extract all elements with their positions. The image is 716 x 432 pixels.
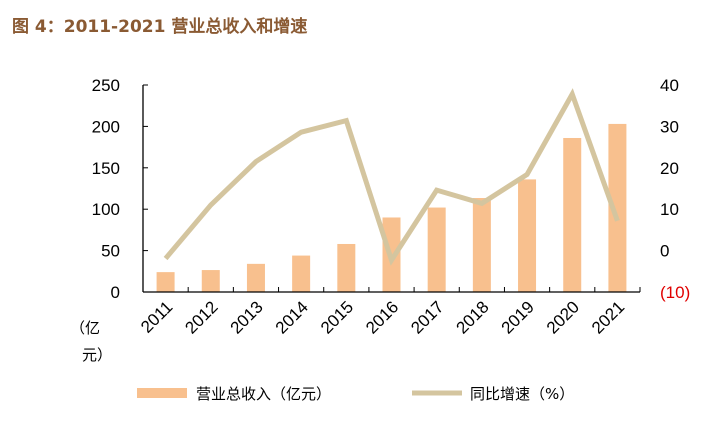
left-y-tick-label: 150 bbox=[92, 159, 120, 178]
right-y-tick-label: 0 bbox=[660, 242, 669, 261]
bar-2014 bbox=[292, 255, 311, 292]
legend-bar-swatch bbox=[137, 388, 187, 398]
legend-line-label: 同比增速（%） bbox=[470, 385, 574, 403]
legend-bar-label: 营业总收入（亿元） bbox=[196, 385, 331, 403]
bar-2021 bbox=[608, 123, 627, 292]
left-axis-unit-label: 元） bbox=[82, 346, 112, 364]
x-tick-label: 2012 bbox=[181, 297, 221, 337]
left-y-tick-label: 100 bbox=[92, 200, 120, 219]
x-tick-label: 2020 bbox=[543, 297, 583, 337]
left-y-tick-label: 250 bbox=[92, 76, 120, 95]
left-axis-unit-label: （亿 bbox=[70, 319, 100, 337]
bar-2018 bbox=[472, 198, 491, 292]
right-y-tick-label: 20 bbox=[660, 159, 679, 178]
right-y-tick-label: 40 bbox=[660, 76, 679, 95]
chart-title: 图 4：2011-2021 营业总收入和增速 bbox=[12, 17, 308, 37]
x-tick-label: 2014 bbox=[272, 297, 312, 337]
x-tick-label: 2011 bbox=[137, 297, 176, 336]
bar-2019 bbox=[518, 179, 537, 292]
right-y-tick-label: 10 bbox=[660, 200, 679, 219]
left-y-tick-label: 50 bbox=[101, 242, 120, 261]
x-tick-label: 2019 bbox=[498, 297, 538, 337]
bar-2015 bbox=[337, 243, 356, 292]
bar-2013 bbox=[246, 263, 265, 292]
x-tick-label: 2017 bbox=[407, 297, 447, 337]
bar-2011 bbox=[156, 272, 175, 292]
right-y-tick-label: 30 bbox=[660, 117, 679, 136]
bar-2017 bbox=[427, 207, 446, 292]
left-y-tick-label: 200 bbox=[92, 117, 120, 136]
x-tick-label: 2018 bbox=[453, 297, 493, 337]
right-y-tick-label: (10) bbox=[660, 283, 690, 302]
x-tick-label: 2015 bbox=[317, 297, 357, 337]
bar-2012 bbox=[201, 270, 220, 292]
bar-2020 bbox=[563, 137, 582, 292]
x-tick-label: 2013 bbox=[227, 297, 267, 337]
x-tick-label: 2016 bbox=[362, 297, 402, 337]
x-tick-label: 2021 bbox=[588, 297, 628, 337]
left-y-tick-label: 0 bbox=[111, 283, 120, 302]
